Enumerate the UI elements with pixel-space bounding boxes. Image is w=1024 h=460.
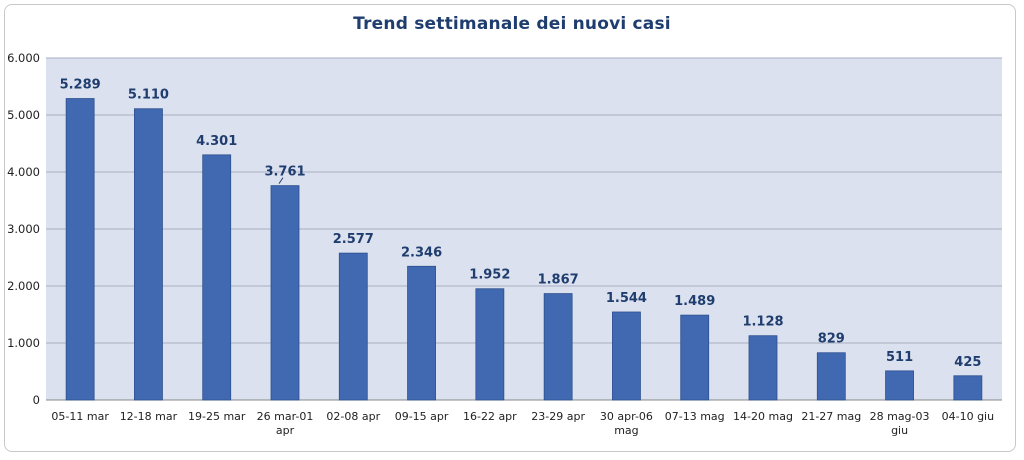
x-axis: 05-11 mar 12-18 mar 19-25 mar 26 mar-01 apr 0…: [51, 410, 994, 437]
x-tick-label: 16-22 apr: [463, 410, 517, 423]
bar: [338, 252, 368, 401]
x-tick-label: 21-27 mag: [801, 410, 861, 423]
bar: [270, 185, 300, 401]
y-tick-label: 6.000: [7, 51, 40, 65]
bar: [543, 293, 573, 401]
data-label: 1.544: [606, 291, 647, 306]
data-label: 2.346: [401, 245, 442, 260]
bar: [612, 311, 641, 401]
bar: [748, 335, 778, 401]
bar: [953, 375, 983, 401]
data-label: 5.110: [128, 88, 169, 103]
data-label: 4.301: [196, 134, 237, 149]
bars: [65, 98, 983, 401]
x-tick-label: 30 apr-06 mag: [600, 410, 653, 437]
bar: [407, 265, 436, 401]
y-tick-label: 5.000: [7, 108, 40, 122]
data-label: 1.952: [469, 268, 510, 283]
data-label: 1.128: [742, 315, 783, 330]
bar: [885, 370, 914, 401]
chart-title: Trend settimanale dei nuovi casi: [353, 14, 671, 34]
x-tick-label: 23-29 apr: [531, 410, 585, 423]
data-label: 5.289: [60, 78, 101, 93]
bar: [202, 154, 232, 401]
x-tick-label: 12-18 mar: [120, 410, 178, 423]
label-leader-line: [278, 177, 284, 184]
data-label: 425: [954, 355, 981, 370]
data-label: 2.577: [333, 232, 374, 247]
bar: [475, 288, 505, 401]
y-tick-label: 4.000: [7, 165, 40, 179]
data-label: 1.867: [538, 273, 579, 288]
x-tick-label: 19-25 mar: [188, 410, 246, 423]
bar: [680, 314, 710, 401]
data-labels: 5.289 5.110 4.301 3.761 2.577 2.346 1.952 1.867…: [60, 78, 982, 370]
x-tick-label: 02-08 apr: [326, 410, 380, 423]
bar: [816, 352, 846, 401]
x-tick-label: 07-13 mag: [665, 410, 725, 423]
data-label: 829: [818, 332, 845, 347]
x-tick-label: 09-15 apr: [395, 410, 449, 423]
y-tick-label: 0: [33, 393, 40, 407]
x-tick-label: 26 mar-01 apr: [257, 410, 314, 437]
data-label: 3.761: [264, 165, 305, 180]
bar: [134, 108, 163, 401]
x-tick-label: 05-11 mar: [51, 410, 109, 423]
x-tick-label: 14-20 mag: [733, 410, 793, 423]
y-tick-label: 1.000: [7, 336, 40, 350]
x-tick-label: 04-10 giu: [942, 410, 994, 423]
bar: [65, 98, 95, 401]
x-tick-label: 28 mag-03 giu: [870, 410, 930, 437]
data-label: 1.489: [674, 294, 715, 309]
y-tick-label: 2.000: [7, 279, 40, 293]
y-tick-label: 3.000: [7, 222, 40, 236]
data-label: 511: [886, 350, 913, 365]
